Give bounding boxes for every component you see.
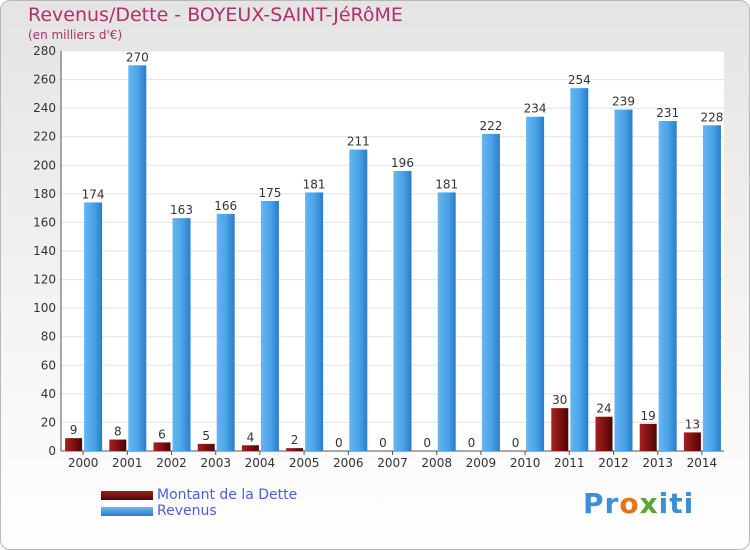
x-tick-label-2003: 2003 xyxy=(200,456,231,470)
x-tick-label-2007: 2007 xyxy=(377,456,408,470)
data-label-dette-2006: 0 xyxy=(335,436,343,450)
legend-swatch-dette xyxy=(101,490,153,500)
data-label-revenus-2012: 239 xyxy=(612,95,635,109)
y-tick-label-140: 140 xyxy=(33,244,56,258)
bar-revenus-2009 xyxy=(481,133,500,451)
data-label-revenus-2003: 166 xyxy=(214,199,237,213)
data-label-revenus-2011: 254 xyxy=(568,73,591,87)
x-tick-label-2011: 2011 xyxy=(554,456,585,470)
data-label-dette-2002: 6 xyxy=(158,427,166,441)
y-tick-label-260: 260 xyxy=(33,73,56,87)
legend-item-revenus: Revenus xyxy=(101,503,297,519)
bar-revenus-2008 xyxy=(437,192,456,451)
bar-dette-2002 xyxy=(153,442,171,451)
bar-dette-2001 xyxy=(109,439,127,451)
bar-dette-2004 xyxy=(241,445,259,451)
x-tick-label-2012: 2012 xyxy=(598,456,629,470)
x-tick-label-2001: 2001 xyxy=(112,456,143,470)
bar-dette-2011 xyxy=(551,408,569,451)
bar-revenus-2004 xyxy=(260,201,279,451)
bar-revenus-2007 xyxy=(393,171,412,451)
data-label-dette-2014: 13 xyxy=(685,417,700,431)
y-tick-label-0: 0 xyxy=(48,444,56,458)
bar-dette-2012 xyxy=(595,416,613,451)
bar-revenus-2010 xyxy=(526,116,545,451)
data-label-dette-2012: 24 xyxy=(596,402,611,416)
bar-revenus-2011 xyxy=(570,88,589,452)
data-label-dette-2005: 2 xyxy=(291,433,299,447)
data-label-revenus-2009: 222 xyxy=(479,119,502,133)
x-tick-label-2013: 2013 xyxy=(642,456,673,470)
data-label-revenus-2014: 228 xyxy=(700,110,723,124)
data-label-revenus-2006: 211 xyxy=(347,135,370,149)
bar-revenus-2006 xyxy=(349,149,368,452)
y-tick-label-20: 20 xyxy=(41,415,56,429)
chart-title: Revenus/Dette - BOYEUX-SAINT-JéRôME xyxy=(28,4,403,26)
data-label-dette-2000: 9 xyxy=(70,423,78,437)
data-label-dette-2003: 5 xyxy=(202,429,210,443)
data-label-revenus-2010: 234 xyxy=(524,102,547,116)
x-tick-label-2010: 2010 xyxy=(510,456,541,470)
data-label-dette-2013: 19 xyxy=(641,409,656,423)
x-tick-label-2014: 2014 xyxy=(687,456,718,470)
x-tick-label-2009: 2009 xyxy=(466,456,497,470)
bar-dette-2014 xyxy=(683,432,701,451)
y-tick-label-100: 100 xyxy=(33,301,56,315)
bar-revenus-2014 xyxy=(702,125,721,452)
legend: Montant de la Dette Revenus xyxy=(101,487,297,519)
legend-swatch-revenus xyxy=(101,506,153,516)
x-tick-label-2005: 2005 xyxy=(289,456,320,470)
data-label-revenus-2007: 196 xyxy=(391,156,414,170)
data-label-dette-2007: 0 xyxy=(379,436,387,450)
data-label-dette-2001: 8 xyxy=(114,425,122,439)
legend-label-revenus: Revenus xyxy=(157,503,217,519)
bar-revenus-2002 xyxy=(172,218,191,451)
bar-revenus-2001 xyxy=(128,65,147,452)
proxiti-logo: Proxiti xyxy=(583,487,695,520)
data-label-dette-2009: 0 xyxy=(468,436,476,450)
bar-revenus-2003 xyxy=(216,213,235,451)
data-label-dette-2008: 0 xyxy=(423,436,431,450)
y-tick-label-280: 280 xyxy=(33,44,56,58)
data-label-revenus-2002: 163 xyxy=(170,203,193,217)
x-tick-label-2004: 2004 xyxy=(245,456,276,470)
bar-dette-2013 xyxy=(639,423,657,451)
chart-subtitle: (en milliers d'€) xyxy=(28,28,123,42)
data-label-revenus-2013: 231 xyxy=(656,106,679,120)
y-tick-label-80: 80 xyxy=(41,330,56,344)
bar-dette-2000 xyxy=(65,438,83,451)
y-tick-label-120: 120 xyxy=(33,273,56,287)
data-label-revenus-2008: 181 xyxy=(435,177,458,191)
data-label-revenus-2001: 270 xyxy=(126,50,149,64)
data-label-dette-2010: 0 xyxy=(512,436,520,450)
y-tick-label-180: 180 xyxy=(33,187,56,201)
bar-revenus-2000 xyxy=(84,202,103,451)
x-tick-label-2002: 2002 xyxy=(156,456,187,470)
x-tick-label-2008: 2008 xyxy=(421,456,452,470)
bar-dette-2005 xyxy=(286,448,304,451)
legend-label-dette: Montant de la Dette xyxy=(157,487,298,503)
data-label-dette-2011: 30 xyxy=(552,393,567,407)
bar-revenus-2012 xyxy=(614,109,633,452)
y-tick-label-240: 240 xyxy=(33,101,56,115)
y-tick-label-60: 60 xyxy=(41,358,56,372)
data-label-revenus-2004: 175 xyxy=(258,186,281,200)
x-tick-label-2000: 2000 xyxy=(68,456,99,470)
bar-revenus-2005 xyxy=(305,192,324,451)
y-tick-label-40: 40 xyxy=(41,387,56,401)
legend-item-dette: Montant de la Dette xyxy=(101,487,297,503)
bar-dette-2003 xyxy=(197,443,215,451)
data-label-revenus-2005: 181 xyxy=(303,177,326,191)
y-tick-label-220: 220 xyxy=(33,130,56,144)
data-label-dette-2004: 4 xyxy=(247,430,255,444)
y-tick-label-200: 200 xyxy=(33,158,56,172)
bar-revenus-2013 xyxy=(658,121,677,451)
x-tick-label-2006: 2006 xyxy=(333,456,364,470)
y-tick-label-160: 160 xyxy=(33,215,56,229)
data-label-revenus-2000: 174 xyxy=(82,187,105,201)
